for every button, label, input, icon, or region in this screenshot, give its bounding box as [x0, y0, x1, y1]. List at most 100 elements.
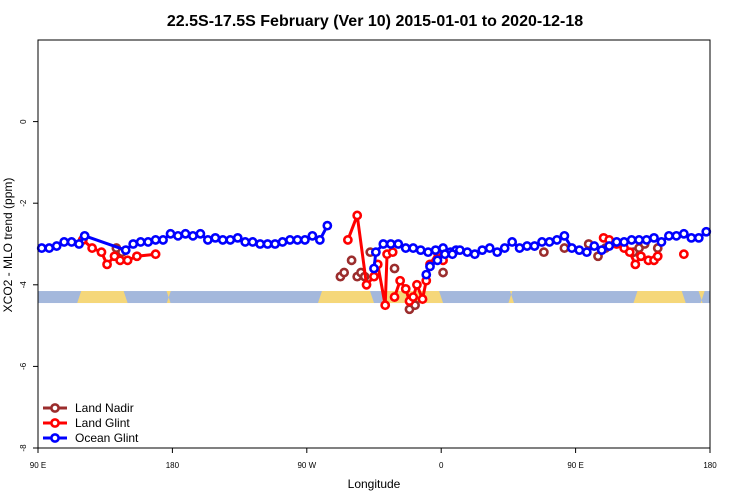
ocean-glint-point [537, 237, 547, 247]
x-tick-label: 180 [703, 461, 717, 470]
land-segment [633, 291, 686, 304]
ocean-glint-point [589, 241, 600, 251]
ocean-band [38, 291, 710, 304]
land-glint-point [624, 247, 635, 258]
land-glint-point [87, 243, 98, 253]
land-glint-point [102, 259, 112, 270]
ocean-glint-point [552, 235, 562, 245]
ocean-glint-point [44, 243, 55, 253]
ocean-glint-point [671, 230, 682, 241]
land-glint-point [412, 279, 422, 290]
legend-swatch-marker [50, 433, 60, 443]
ocean-glint-point [656, 237, 667, 247]
land-glint-point [395, 275, 406, 286]
ocean-glint-point [499, 243, 510, 253]
ocean-glint-point [202, 235, 213, 245]
ocean-glint-point [195, 228, 206, 239]
ocean-glint-point [559, 230, 570, 241]
ocean-glint-point [686, 232, 697, 243]
y-tick-label: 0 [19, 119, 28, 124]
land-segment [318, 291, 374, 304]
ocean-glint-point [619, 237, 630, 247]
ocean-glint-point [120, 245, 131, 256]
legend-swatch-marker [50, 403, 60, 413]
legend-item-land-glint: Land Glint [43, 416, 130, 430]
ocean-glint-point [447, 249, 458, 260]
ocean-glint-point [544, 237, 555, 247]
ocean-glint-point [641, 235, 652, 245]
legend-label: Land Nadir [75, 401, 134, 415]
ocean-glint-point [649, 232, 659, 243]
ocean-glint-point [432, 255, 443, 266]
ocean-glint-point [385, 239, 396, 249]
land-ocean-mask [38, 291, 710, 304]
ocean-glint-point [462, 247, 473, 258]
land-segment [77, 291, 128, 304]
land-nadir-point [559, 243, 570, 253]
ocean-glint-point [566, 243, 577, 253]
ocean-glint-point [492, 247, 503, 258]
land-glint-point [389, 292, 400, 302]
land-glint-point [417, 294, 428, 304]
y-tick-label: -4 [19, 281, 28, 289]
land-glint-point [408, 292, 419, 302]
axes: 90 E 180 90 W 0 90 E 180 0 -2 -4 -6 -8 [19, 119, 717, 470]
ocean-glint-point [210, 232, 221, 243]
ocean-glint-point [36, 243, 47, 253]
land-glint-point [342, 235, 353, 245]
ocean-glint-point [581, 247, 592, 258]
ocean-glint-point [408, 243, 419, 253]
land-nadir-point [438, 267, 448, 278]
land-nadir-point [538, 247, 549, 258]
ocean-glint-point [240, 237, 251, 247]
x-axis-label: Longitude [348, 477, 401, 491]
ocean-glint-point [314, 235, 325, 245]
ocean-glint-point [423, 247, 434, 258]
land-glint-point [132, 251, 142, 262]
ocean-glint-point [701, 226, 712, 237]
ocean-glint-point [425, 261, 435, 272]
ocean-glint-point [477, 245, 488, 256]
ocean-glint-point [454, 245, 465, 256]
ocean-glint-point [322, 220, 333, 231]
land-nadir-point [339, 267, 350, 278]
ocean-glint-point [262, 239, 273, 249]
land-glint-point [380, 300, 391, 311]
ocean-glint-point [678, 228, 689, 239]
ocean-glint-point [469, 249, 480, 260]
ocean-glint-point [285, 235, 295, 245]
y-axis-label: XCO2 - MLO trend (ppm) [1, 178, 15, 313]
ocean-glint-point [180, 228, 191, 239]
ocean-glint-point [415, 245, 426, 256]
ocean-glint-point [664, 230, 674, 241]
series-ocean-glint [36, 220, 712, 280]
ocean-glint-point [135, 237, 146, 247]
legend-label: Land Glint [75, 416, 130, 430]
land-glint-point [352, 210, 363, 221]
ocean-glint-point [128, 239, 139, 249]
chart-title: 22.5S-17.5S February (Ver 10) 2015-01-01… [167, 13, 583, 30]
land-segment [508, 291, 514, 304]
ocean-glint-point [484, 243, 495, 253]
ocean-glint-point [440, 249, 450, 260]
ocean-glint-point [270, 239, 280, 249]
ocean-glint-point [378, 239, 389, 249]
ocean-glint-point [693, 232, 704, 243]
land-glint-point [636, 251, 646, 262]
ocean-glint-point [292, 235, 303, 245]
plot-series [36, 210, 712, 315]
ocean-glint-point [369, 263, 379, 274]
ocean-glint-point [217, 235, 228, 245]
land-glint-point [122, 255, 133, 266]
ocean-glint-point [514, 243, 525, 253]
ocean-glint-point [232, 232, 243, 243]
ocean-glint-point [529, 241, 540, 251]
legend-swatch-marker [50, 418, 60, 428]
ocean-glint-point [66, 237, 77, 247]
ocean-glint-point [611, 237, 622, 247]
ocean-glint-point [277, 237, 288, 247]
land-nadir-point [389, 263, 400, 274]
ocean-glint-point [421, 269, 432, 280]
